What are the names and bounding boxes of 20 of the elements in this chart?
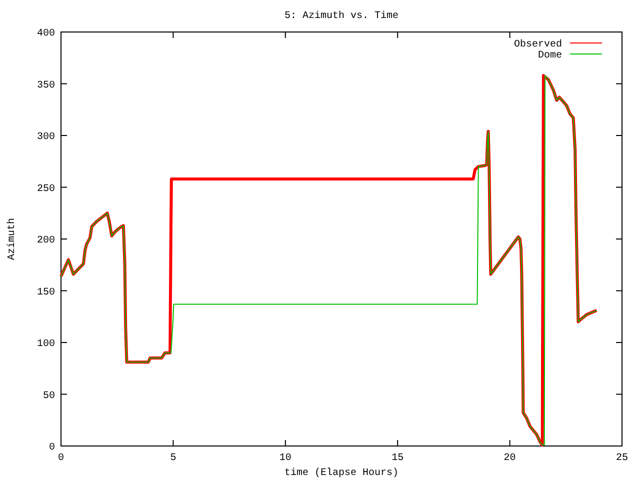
chart-title: 5: Azimuth vs. Time (284, 10, 399, 22)
legend-label: Observed (514, 38, 562, 50)
legend-label: Dome (538, 50, 562, 62)
y-tick-label: 150 (36, 287, 55, 298)
y-tick-label: 200 (36, 236, 55, 246)
y-tick-label: 0 (48, 442, 55, 454)
y-tick-label: 250 (36, 184, 55, 195)
y-tick-label: 300 (36, 132, 55, 143)
x-axis-title: time (Elapse Hours) (284, 467, 399, 479)
x-tick-label: 0 (58, 453, 64, 464)
x-tick-label: 10 (279, 453, 292, 464)
x-tick-label: 20 (504, 453, 516, 464)
y-axis-title: Azimuth (6, 218, 18, 260)
y-tick-label: 50 (42, 390, 55, 402)
y-tick-label: 400 (36, 28, 55, 40)
x-tick-label: 15 (392, 453, 404, 464)
y-tick-label: 350 (36, 80, 55, 92)
y-tick-label: 100 (36, 339, 55, 350)
x-tick-label: 25 (616, 453, 628, 464)
x-tick-label: 5 (170, 453, 176, 464)
